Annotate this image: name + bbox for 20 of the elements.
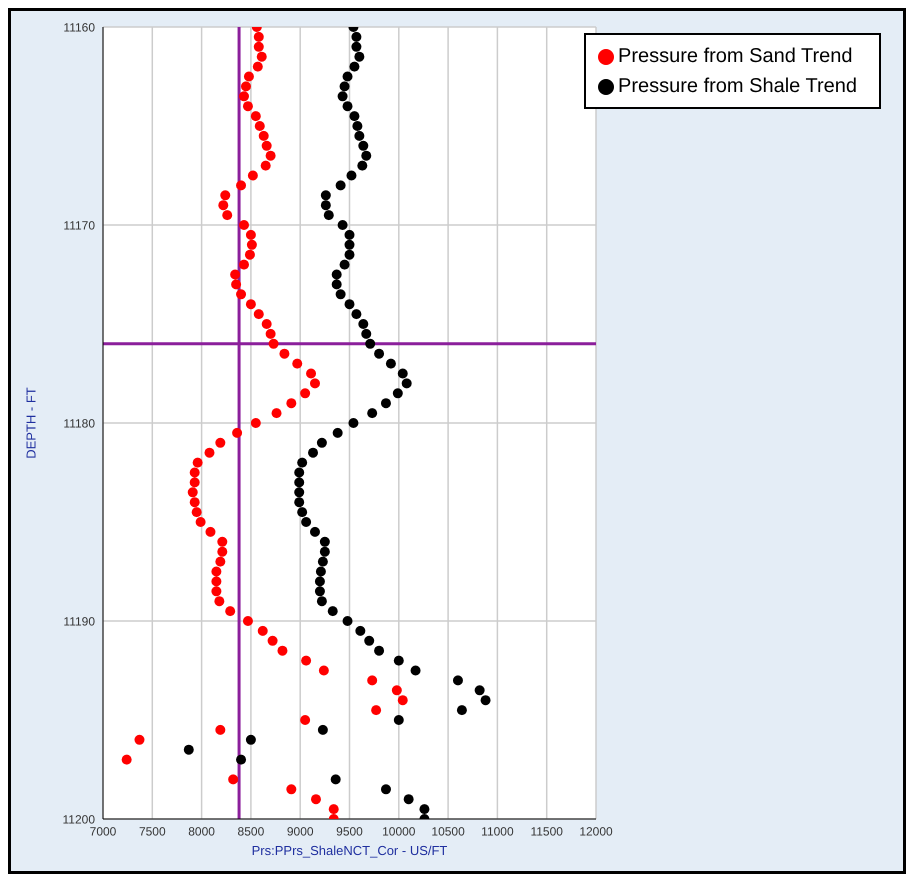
y-tick-label: 11170	[63, 218, 96, 232]
legend-label: Pressure from Sand Trend	[618, 45, 853, 67]
y-tick-label: 11190	[63, 614, 96, 628]
x-tick-label: 9000	[286, 824, 314, 839]
x-tick-label: 8500	[238, 824, 265, 839]
x-tick-label: 12000	[579, 824, 614, 839]
x-axis-title: Prs:PPrs_ShaleNCT_Cor - US/FT	[252, 843, 448, 858]
x-tick-label: 10500	[431, 824, 466, 839]
y-axis-title: DEPTH - FT	[24, 387, 39, 459]
x-tick-label: 8000	[188, 824, 216, 839]
y-tick-label: 11160	[63, 20, 96, 34]
y-tick-label: 11200	[62, 812, 96, 826]
x-tick-label: 10000	[382, 824, 416, 839]
x-tick-label: 9500	[336, 824, 364, 839]
x-tick-label: 7000	[90, 824, 117, 839]
legend-label: Pressure from Shale Trend	[618, 75, 857, 97]
x-tick-label: 7500	[138, 824, 166, 839]
x-tick-label: 11000	[481, 824, 514, 839]
y-tick-label: 11180	[63, 416, 96, 430]
x-tick-label: 11500	[530, 824, 564, 839]
